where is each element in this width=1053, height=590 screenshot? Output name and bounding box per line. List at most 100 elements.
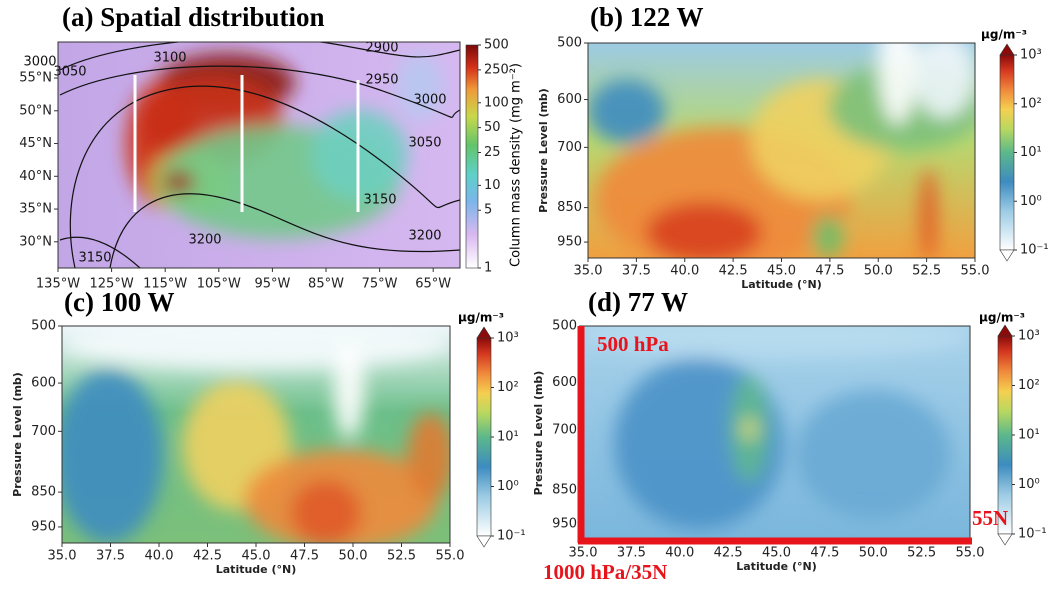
x-tick-label: 42.5 bbox=[714, 546, 743, 561]
x-tick-label: 105°W bbox=[197, 277, 241, 292]
y-tick-label: 700 bbox=[552, 422, 577, 437]
field bbox=[62, 326, 450, 543]
colorbar-tick-label: 10² bbox=[1018, 378, 1040, 393]
colorbar bbox=[465, 44, 479, 269]
y-axis-label: Pressure Level (mb) bbox=[11, 372, 24, 497]
field bbox=[588, 43, 975, 258]
x-tick-label: 52.5 bbox=[912, 264, 941, 279]
x-tick-label: 115°W bbox=[143, 277, 187, 292]
colorbar bbox=[997, 335, 1013, 535]
y-tick-label: 600 bbox=[552, 375, 577, 390]
contour-label: 3000 bbox=[23, 55, 56, 70]
x-tick-label: 42.5 bbox=[719, 264, 748, 279]
annotation: 1000 hPa/35N bbox=[543, 560, 667, 584]
colorbar-tick-label: 10¹ bbox=[1018, 428, 1040, 443]
field bbox=[583, 326, 970, 540]
colorbar-label: Column mass density (mg m⁻²) bbox=[509, 63, 524, 267]
field-blob bbox=[920, 167, 937, 258]
field-blob bbox=[333, 343, 365, 439]
colorbar-tick-label: 10² bbox=[497, 380, 519, 395]
field-blobs bbox=[583, 326, 970, 530]
y-tick-label: 50°N bbox=[19, 103, 52, 118]
colorbar-tick-label: 500 bbox=[484, 38, 509, 53]
field-blob bbox=[62, 369, 163, 543]
y-axis-label: Pressure Level (mb) bbox=[537, 88, 550, 213]
contour-line bbox=[69, 85, 460, 268]
annotation: 500 hPa bbox=[597, 332, 669, 356]
contour-line bbox=[59, 42, 460, 71]
field-blob bbox=[162, 170, 195, 194]
x-tick-label: 45.0 bbox=[242, 549, 271, 564]
colorbar-tick-label: 10⁰ bbox=[1018, 477, 1040, 492]
field-blob bbox=[588, 79, 666, 145]
y-tick-label: 35°N bbox=[19, 202, 52, 217]
colorbar-tick-label: 10¹ bbox=[1020, 145, 1042, 160]
x-tick-label: 35.0 bbox=[569, 546, 598, 561]
x-tick-label: 65°W bbox=[415, 277, 451, 292]
y-tick-label: 950 bbox=[557, 235, 582, 250]
x-tick-label: 47.5 bbox=[815, 264, 844, 279]
field bbox=[58, 42, 460, 268]
colorbar-extend-bottom bbox=[476, 535, 492, 548]
x-tick-label: 50.0 bbox=[339, 549, 368, 564]
colorbar-extend-bottom bbox=[999, 249, 1015, 262]
y-tick-label: 850 bbox=[552, 482, 577, 497]
y-tick-label: 950 bbox=[31, 519, 56, 534]
contour-label: 3050 bbox=[408, 136, 441, 151]
field-blob bbox=[646, 202, 763, 258]
x-tick-label: 52.5 bbox=[907, 546, 936, 561]
field-blob bbox=[407, 412, 450, 500]
plot-frame bbox=[57, 41, 461, 269]
y-tick-label: 850 bbox=[31, 485, 56, 500]
colorbar-unit: μg/m⁻³ bbox=[981, 28, 1027, 42]
contour-label: 3150 bbox=[78, 251, 111, 266]
panel-title: (c) 100 W bbox=[64, 287, 174, 317]
contour-label: 3050 bbox=[53, 65, 86, 80]
x-tick-label: 45.0 bbox=[762, 546, 791, 561]
colorbar-tick-label: 10³ bbox=[497, 331, 519, 346]
contour-line bbox=[59, 65, 460, 118]
x-tick-label: 35.0 bbox=[574, 264, 603, 279]
field-blobs bbox=[126, 53, 444, 239]
y-tick-label: 600 bbox=[31, 376, 56, 391]
x-tick-label: 45.0 bbox=[767, 264, 796, 279]
y-tick-label: 45°N bbox=[19, 136, 52, 151]
colorbar-tick-label: 10⁻¹ bbox=[1018, 527, 1047, 542]
x-tick-label: 35.0 bbox=[48, 549, 77, 564]
x-tick-label: 47.5 bbox=[810, 546, 839, 561]
colorbar-tick-label: 10 bbox=[484, 178, 501, 193]
x-tick-label: 37.5 bbox=[617, 546, 646, 561]
y-tick-label: 600 bbox=[557, 92, 582, 107]
colorbar-tick-label: 10⁻¹ bbox=[1020, 243, 1049, 258]
field-blob bbox=[395, 53, 444, 122]
x-tick-label: 50.0 bbox=[864, 264, 893, 279]
colorbar-tick-label: 10⁰ bbox=[1020, 194, 1042, 209]
x-tick-label: 85°W bbox=[308, 277, 344, 292]
field-blob bbox=[795, 390, 951, 519]
x-axis-label: Latitude (°N) bbox=[736, 560, 816, 573]
x-tick-label: 55.0 bbox=[961, 264, 990, 279]
y-tick-label: 500 bbox=[31, 319, 56, 334]
x-tick-label: 125°W bbox=[90, 277, 134, 292]
x-tick-label: 52.5 bbox=[387, 549, 416, 564]
y-tick-label: 55°N bbox=[19, 71, 52, 86]
colorbar-tick-label: 10³ bbox=[1020, 48, 1042, 63]
y-tick-label: 950 bbox=[552, 517, 577, 532]
contour-label: 3200 bbox=[188, 233, 221, 248]
x-tick-label: 40.0 bbox=[145, 549, 174, 564]
x-tick-label: 42.5 bbox=[193, 549, 222, 564]
x-tick-label: 40.0 bbox=[670, 264, 699, 279]
x-tick-label: 37.5 bbox=[96, 549, 125, 564]
colorbar-tick-label: 100 bbox=[484, 95, 509, 110]
y-tick-label: 850 bbox=[557, 200, 582, 215]
x-tick-label: 95°W bbox=[254, 277, 290, 292]
contour-label: 2900 bbox=[365, 41, 398, 56]
colorbar-extend-top bbox=[476, 326, 492, 339]
x-tick-label: 75°W bbox=[362, 277, 398, 292]
contour-line bbox=[59, 236, 141, 268]
colorbar-tick-label: 5 bbox=[484, 203, 492, 218]
field-blob bbox=[913, 43, 975, 119]
contour-label: 3150 bbox=[363, 193, 396, 208]
x-axis-label: Latitude (°N) bbox=[216, 563, 296, 576]
